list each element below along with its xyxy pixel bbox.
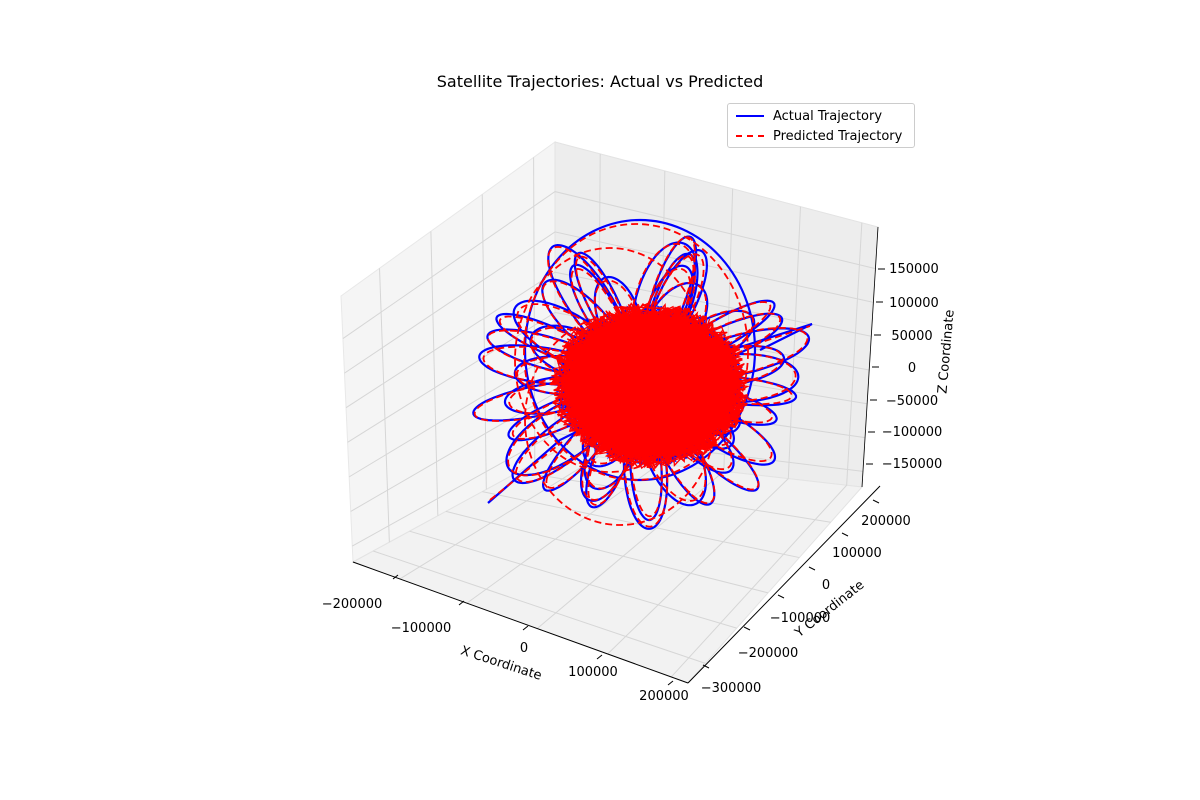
y-axis-line xyxy=(687,485,881,684)
grid-line-z-5 xyxy=(344,231,874,374)
predicted-spike-right xyxy=(701,325,811,363)
y-tick-label-1: −200000 xyxy=(738,646,799,661)
x-tick-label-3: 100000 xyxy=(568,665,618,680)
predicted-outer-orbit-0 xyxy=(523,223,749,481)
grid-line-z-0 xyxy=(352,432,864,547)
predicted-core-2 xyxy=(550,306,749,469)
y-tick-label-4: 100000 xyxy=(832,546,882,561)
trajectories xyxy=(472,218,813,530)
x-tick-label-1: −100000 xyxy=(391,621,452,636)
predicted-spike-left xyxy=(489,441,563,501)
x-tick-label-2: 0 xyxy=(520,641,528,656)
grid-line-floor-y-1 xyxy=(409,530,737,629)
x-tick-3 xyxy=(596,654,603,660)
z-tick-label-1: −100000 xyxy=(882,425,943,440)
x-tick-1 xyxy=(458,600,465,606)
grid-line-floor-x-0 xyxy=(399,456,599,580)
x-tick-0 xyxy=(392,574,399,580)
legend-label-actual: Actual Trajectory xyxy=(773,108,883,124)
legend-swatch-actual xyxy=(736,115,764,117)
legend-label-predicted: Predicted Trajectory xyxy=(773,128,903,144)
grid-line-floor-x-1 xyxy=(466,463,660,604)
y-tick-label-0: −300000 xyxy=(701,681,762,696)
z-tick-label-4: 50000 xyxy=(891,329,932,344)
legend-swatch-predicted xyxy=(736,135,764,137)
x-tick-label-0: −200000 xyxy=(322,597,383,612)
grid-line-left-v-0 xyxy=(379,268,390,543)
grid-line-z-6 xyxy=(342,191,876,339)
x-axis-line xyxy=(352,561,689,684)
y-tick-label-2: −100000 xyxy=(770,611,831,626)
z-tick-label-6: 150000 xyxy=(889,262,939,277)
grid-line-z-2 xyxy=(348,352,868,478)
z-axis-label: Z Coordinate xyxy=(935,309,957,394)
grid-line-floor-x-3 xyxy=(607,478,789,655)
grid-line-left-v-2 xyxy=(481,194,487,490)
grid-line-floor-y-4 xyxy=(518,471,831,523)
z-tick-label-2: −50000 xyxy=(886,394,938,409)
z-tick-label-3: 0 xyxy=(908,361,916,376)
grid-line-z-3 xyxy=(347,311,870,443)
series-predicted-trajectory xyxy=(473,223,811,528)
z-tick-label-0: −150000 xyxy=(882,457,943,472)
y-tick-2 xyxy=(777,594,785,599)
x-tick-2 xyxy=(522,625,529,631)
x-axis-label: X Coordinate xyxy=(459,644,544,684)
x-tick-4 xyxy=(667,680,674,686)
y-tick-5 xyxy=(872,499,880,504)
y-tick-4 xyxy=(841,532,849,537)
grid-line-floor-x-4 xyxy=(670,484,848,678)
legend: Actual Trajectory Predicted Trajectory xyxy=(727,103,915,148)
y-tick-1 xyxy=(743,626,751,631)
grid-line-right-v-4 xyxy=(846,222,863,486)
grid-line-floor-y-2 xyxy=(445,510,769,594)
x-tick-label-4: 200000 xyxy=(639,689,689,704)
actual-outer-orbit-0 xyxy=(523,218,757,482)
y-tick-label-3: 0 xyxy=(822,578,830,593)
axes: −200000 −100000 0 100000 200000 −300000 −20000… xyxy=(322,226,943,704)
z-tick-label-5: 100000 xyxy=(889,296,939,311)
grid-line-left-v-1 xyxy=(430,231,439,516)
grid-line-right-v-3 xyxy=(787,206,801,479)
y-tick-0 xyxy=(702,664,710,669)
y-tick-3 xyxy=(808,566,816,571)
y-tick-label-5: 200000 xyxy=(861,514,911,529)
chart-title: Satellite Trajectories: Actual vs Predic… xyxy=(436,72,764,91)
legend-item-actual: Actual Trajectory xyxy=(736,107,882,125)
legend-item-predicted: Predicted Trajectory xyxy=(736,127,902,145)
grid-line-floor-y-0 xyxy=(373,550,706,664)
z-axis-line xyxy=(861,226,879,488)
